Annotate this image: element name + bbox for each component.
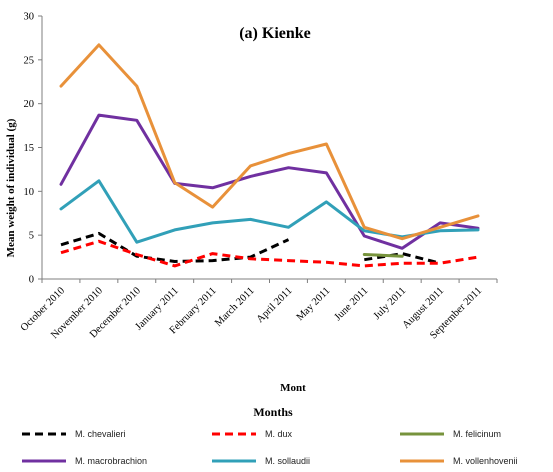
- y-tick-label: 25: [24, 55, 35, 66]
- y-tick-label: 10: [24, 187, 35, 198]
- series-5: [59, 43, 480, 241]
- series-line: [59, 113, 480, 250]
- series-line: [60, 231, 290, 263]
- y-tick-label: 0: [29, 275, 34, 286]
- series-0: [60, 231, 441, 265]
- legend: M. chevalieri M. dux M. felicinum M. macrob…: [22, 429, 518, 466]
- x-axis-label-months: Months: [253, 405, 293, 419]
- chart-title: (a) Kienke: [239, 25, 311, 42]
- legend-label: M. macrobrachion: [75, 456, 147, 466]
- legend-label: M. felicinum: [453, 429, 501, 439]
- series-line: [59, 179, 480, 244]
- y-tick-label: 30: [24, 12, 35, 23]
- series-4: [59, 179, 480, 244]
- x-tick-label: March 2011: [213, 285, 257, 329]
- x-tick-label: June 2011: [333, 285, 371, 323]
- series-group: [59, 43, 480, 268]
- series-1: [60, 239, 479, 268]
- x-tick-label: July 2011: [372, 285, 409, 322]
- legend-label: M. vollenhovenii: [453, 456, 518, 466]
- y-tick-label: 5: [29, 231, 34, 242]
- legend-label: M. dux: [265, 429, 293, 439]
- y-axis-label: Mean weight of individual (g): [5, 118, 17, 257]
- x-tick-label: May 2011: [295, 285, 333, 323]
- series-line: [362, 253, 404, 258]
- series-2: [362, 253, 404, 258]
- legend-label: M. chevalieri: [75, 429, 126, 439]
- y-tick-label: 20: [24, 99, 35, 110]
- legend-label: M. sollaudii: [265, 456, 310, 466]
- series-3: [59, 113, 480, 250]
- x-axis-label: Mont: [280, 382, 306, 394]
- series-line: [60, 239, 479, 268]
- x-tick-label: April 2011: [255, 285, 295, 325]
- y-tick-label: 15: [24, 143, 35, 154]
- series-line: [59, 43, 480, 241]
